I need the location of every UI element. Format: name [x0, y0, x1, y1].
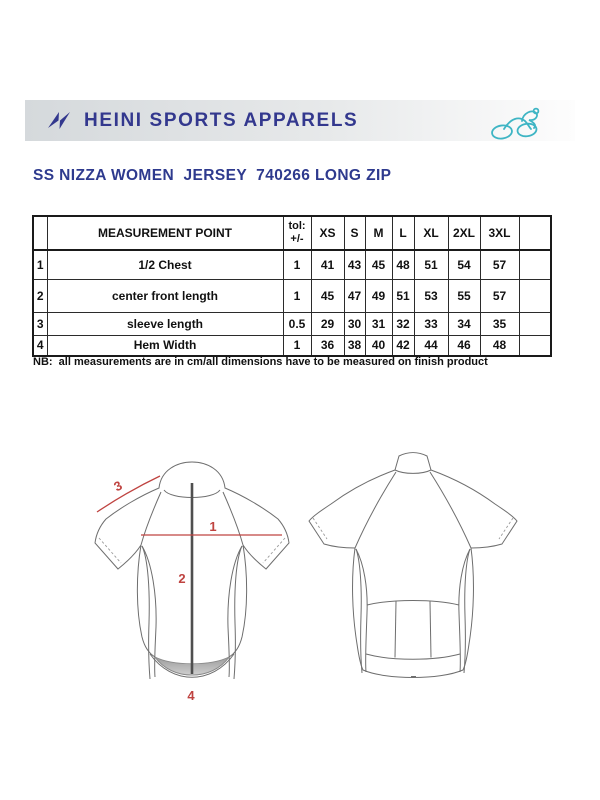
label-center-front-length: 2 [178, 571, 185, 586]
right-cuff-stitch [262, 537, 286, 564]
back-collar-seam [394, 469, 432, 474]
col-header-index [32, 215, 48, 251]
pocket-divider-right [429, 601, 432, 658]
value-2xl: 54 [447, 249, 481, 280]
value-3xl: 57 [479, 278, 520, 313]
tolerance-value: 1 [282, 334, 312, 357]
value-s: 43 [343, 249, 366, 280]
front-jersey-outline [94, 461, 290, 680]
left-cuff-stitch [98, 537, 122, 564]
value-xs: 41 [310, 249, 345, 280]
col-header-extra [518, 215, 552, 251]
header-bar: HEINI SPORTS APPARELS [25, 100, 575, 141]
col-header-size-3xl: 3XL [479, 215, 520, 251]
page-title: SS NIZZA WOMEN JERSEY 740266 LONG ZIP [33, 167, 392, 184]
value-xs: 36 [310, 334, 345, 357]
tolerance-value: 1 [282, 249, 312, 280]
value-m: 31 [364, 311, 393, 336]
value-xs: 45 [310, 278, 345, 313]
extra-cell [518, 334, 552, 357]
value-s: 38 [343, 334, 366, 357]
value-xl: 53 [413, 278, 449, 313]
col-header-tolerance: tol: +/- [282, 215, 312, 251]
tolerance-value: 0.5 [282, 311, 312, 336]
col-header-size-l: L [391, 215, 415, 251]
col-header-measurement-point: MEASUREMENT POINT [46, 215, 284, 251]
measurement-point: Hem Width [46, 334, 284, 357]
value-m: 45 [364, 249, 393, 280]
value-l: 48 [391, 249, 415, 280]
back-pocket-bottom-seam [365, 653, 461, 660]
label-hem-width: 4 [187, 688, 195, 703]
cyclist-icon [491, 107, 540, 140]
jersey-back-diagram [308, 452, 518, 678]
col-header-size-xs: XS [310, 215, 345, 251]
value-3xl: 35 [479, 311, 520, 336]
measurement-point: center front length [46, 278, 284, 313]
value-xl: 51 [413, 249, 449, 280]
value-l: 42 [391, 334, 415, 357]
measurement-point: 1/2 Chest [46, 249, 284, 280]
label-sleeve-length: 3 [111, 478, 124, 495]
value-3xl: 48 [479, 334, 520, 357]
value-xs: 29 [310, 311, 345, 336]
left-cuff-stitch [312, 517, 328, 540]
heini-logo-icon [48, 112, 70, 129]
measurement-table: MEASUREMENT POINT tol: +/- XS S M L XL 2… [32, 215, 552, 357]
col-header-size-xl: XL [413, 215, 449, 251]
value-l: 51 [391, 278, 415, 313]
value-3xl: 57 [479, 249, 520, 280]
tol-line1: tol: [288, 220, 306, 233]
col-header-size-s: S [343, 215, 366, 251]
label-half-chest: 1 [209, 519, 216, 534]
tol-line2: +/- [290, 233, 304, 245]
table-row-chest: 1 1/2 Chest 1 41 43 45 48 51 54 57 [32, 249, 552, 280]
brand-name: HEINI SPORTS APPARELS [84, 109, 359, 131]
row-index: 4 [32, 334, 48, 357]
col-header-size-2xl: 2XL [447, 215, 481, 251]
value-xl: 44 [413, 334, 449, 357]
jersey-front-diagram: 3 1 2 4 [94, 461, 290, 703]
value-m: 49 [364, 278, 393, 313]
table-row-hem-width: 4 Hem Width 1 36 38 40 42 44 46 48 [32, 334, 552, 357]
value-xl: 33 [413, 311, 449, 336]
value-2xl: 55 [447, 278, 481, 313]
row-index: 3 [32, 311, 48, 336]
value-2xl: 34 [447, 311, 481, 336]
value-2xl: 46 [447, 334, 481, 357]
value-s: 30 [343, 311, 366, 336]
row-index: 2 [32, 278, 48, 313]
col-header-size-m: M [364, 215, 393, 251]
extra-cell [518, 311, 552, 336]
measurement-note: NB: all measurements are in cm/all dimen… [33, 356, 488, 368]
right-cuff-stitch [498, 517, 514, 540]
extra-cell [518, 278, 552, 313]
tolerance-value: 1 [282, 278, 312, 313]
table-row-sleeve-length: 3 sleeve length 0.5 29 30 31 32 33 34 35 [32, 311, 552, 336]
back-pocket-top-seam [366, 600, 460, 606]
value-s: 47 [343, 278, 366, 313]
table-header-row: MEASUREMENT POINT tol: +/- XS S M L XL 2… [32, 215, 552, 251]
pocket-divider-left [394, 601, 397, 658]
table-row-front-length: 2 center front length 1 45 47 49 51 53 5… [32, 278, 552, 313]
measurement-point: sleeve length [46, 311, 284, 336]
sleeve-measure-line [96, 475, 161, 513]
value-l: 32 [391, 311, 415, 336]
value-m: 40 [364, 334, 393, 357]
extra-cell [518, 249, 552, 280]
row-index: 1 [32, 249, 48, 280]
back-jersey-outline [308, 452, 518, 678]
